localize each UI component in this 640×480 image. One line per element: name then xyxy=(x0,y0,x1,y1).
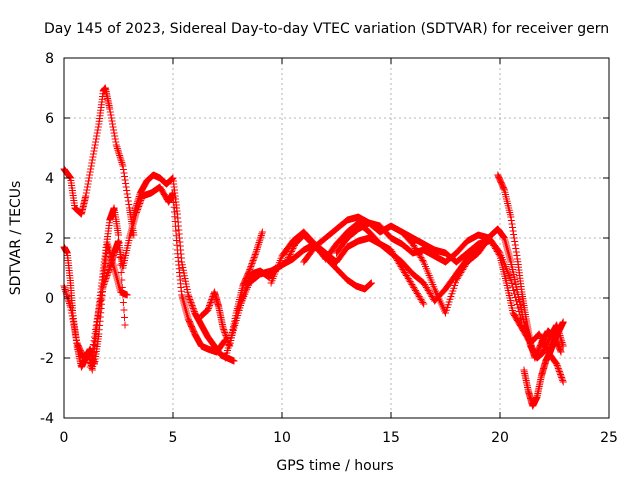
x-tick-label: 10 xyxy=(273,430,291,446)
y-tick-label: 4 xyxy=(45,171,54,187)
chart-grid xyxy=(64,58,609,418)
series-markers xyxy=(234,234,428,314)
y-tick-label: 6 xyxy=(45,111,54,127)
series-sat-e xyxy=(130,171,238,365)
x-tick-label: 25 xyxy=(600,430,618,446)
series-markers xyxy=(86,183,229,371)
series-sat-a xyxy=(60,84,138,239)
x-axis-label: GPS time / hours xyxy=(276,458,393,474)
data-points xyxy=(60,84,567,410)
series-sat-o xyxy=(520,318,567,410)
x-tick-label: 5 xyxy=(169,430,178,446)
series-sat-h xyxy=(234,234,428,314)
series-markers xyxy=(60,84,138,239)
series-markers xyxy=(130,171,238,365)
x-tick-label: 20 xyxy=(491,430,509,446)
y-tick-label: -4 xyxy=(40,411,54,427)
axis-ticks: 0 5 10 15 20 25 -4 -2 0 2 4 6 8 xyxy=(40,51,618,446)
x-tick-label: 15 xyxy=(382,430,400,446)
chart-title: Day 145 of 2023, Sidereal Day-to-day VTE… xyxy=(44,21,609,37)
y-tick-label: 2 xyxy=(45,231,54,247)
y-tick-label: 8 xyxy=(45,51,54,67)
y-tick-label: -2 xyxy=(40,351,54,367)
series-markers xyxy=(520,318,567,410)
y-tick-label: 0 xyxy=(45,291,54,307)
x-tick-label: 0 xyxy=(60,430,69,446)
y-axis-label: SDTVAR / TECUs xyxy=(8,181,24,296)
series-sat-d xyxy=(86,183,229,371)
